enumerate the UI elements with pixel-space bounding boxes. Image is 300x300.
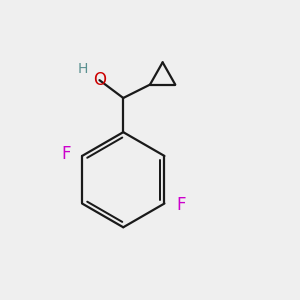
Text: O: O	[93, 71, 106, 89]
Text: F: F	[176, 196, 185, 214]
Text: H: H	[78, 62, 88, 76]
Text: F: F	[61, 146, 70, 164]
